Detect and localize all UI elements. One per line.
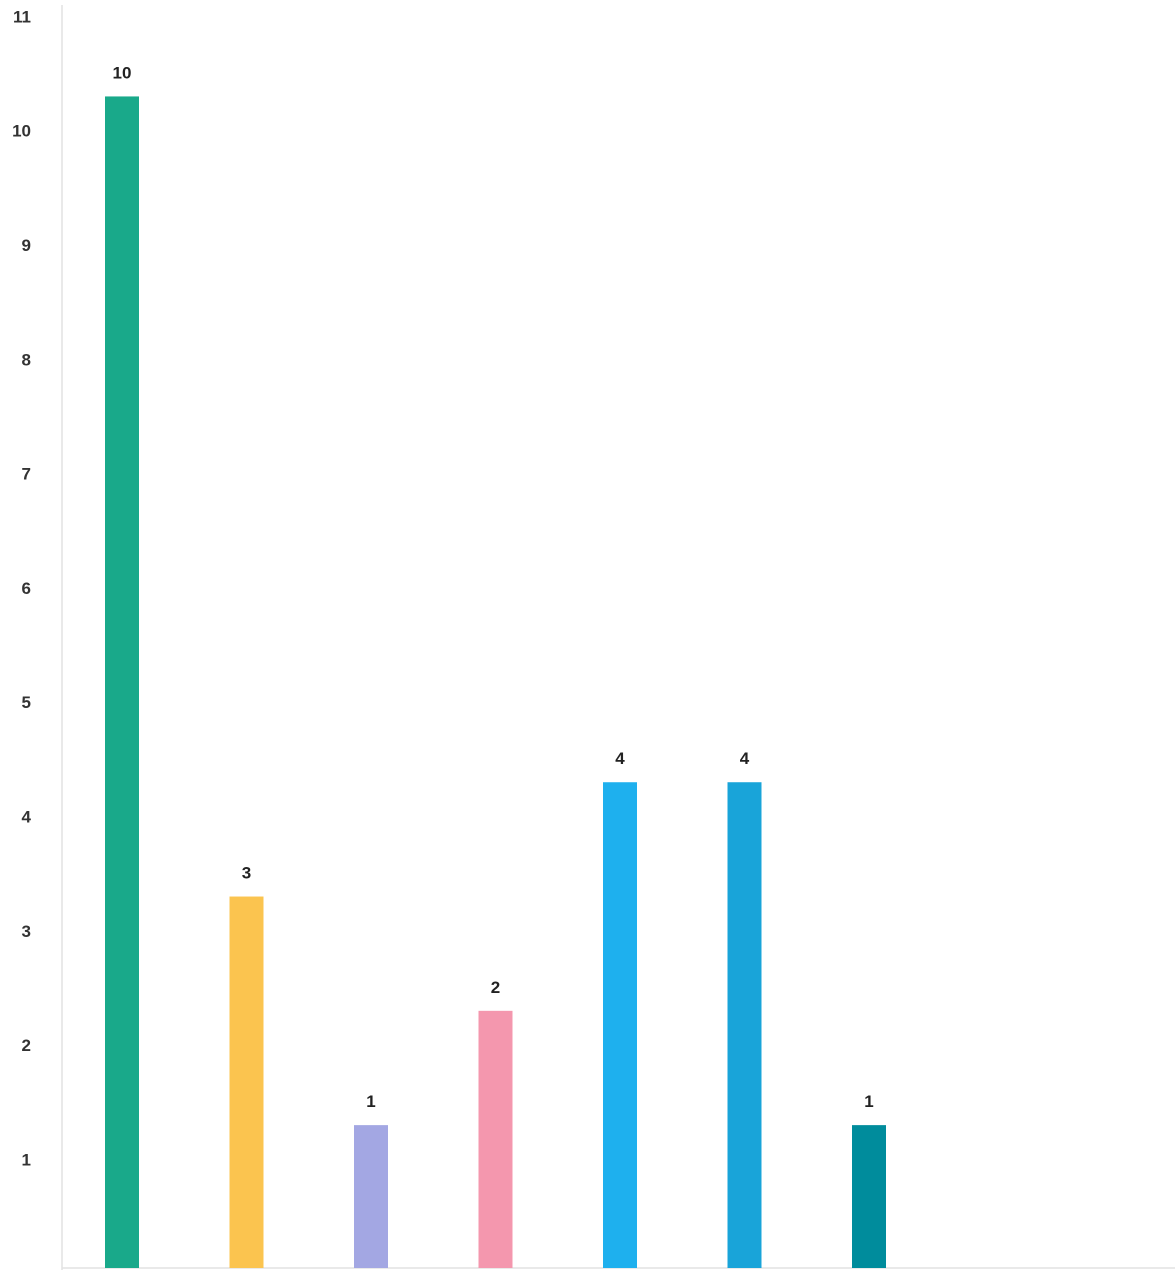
- data-label: 10: [113, 63, 132, 82]
- bar: [478, 1010, 513, 1268]
- bar: [603, 782, 637, 1268]
- bar: [727, 782, 762, 1268]
- y-tick-label: 1: [22, 1150, 31, 1169]
- y-tick-label: 4: [22, 808, 32, 827]
- y-tick-label: 10: [12, 122, 31, 141]
- y-tick-label: 6: [22, 579, 31, 598]
- data-label: 4: [615, 749, 625, 768]
- y-tick-label: 2: [22, 1036, 31, 1055]
- bars: [105, 96, 886, 1268]
- data-label: 1: [366, 1092, 375, 1111]
- y-tick-label: 8: [22, 350, 31, 369]
- y-tick-label: 11: [13, 7, 31, 26]
- y-tick-label: 3: [22, 922, 31, 941]
- y-tick-label: 7: [22, 465, 31, 484]
- bar: [852, 1125, 886, 1268]
- bar: [105, 96, 139, 1268]
- bar: [229, 896, 264, 1268]
- data-label: 4: [740, 749, 750, 768]
- data-label: 2: [491, 978, 500, 997]
- y-tick-label: 5: [22, 693, 31, 712]
- y-tick-label: 9: [22, 236, 31, 255]
- data-label: 3: [242, 864, 251, 883]
- y-tick-labels: 1 2 3 4 5 6 7 8 9 10 11: [12, 7, 31, 1169]
- data-label: 1: [864, 1092, 873, 1111]
- bar: [354, 1125, 388, 1268]
- data-labels: 10 3 1 2 4 4 1: [113, 63, 874, 1111]
